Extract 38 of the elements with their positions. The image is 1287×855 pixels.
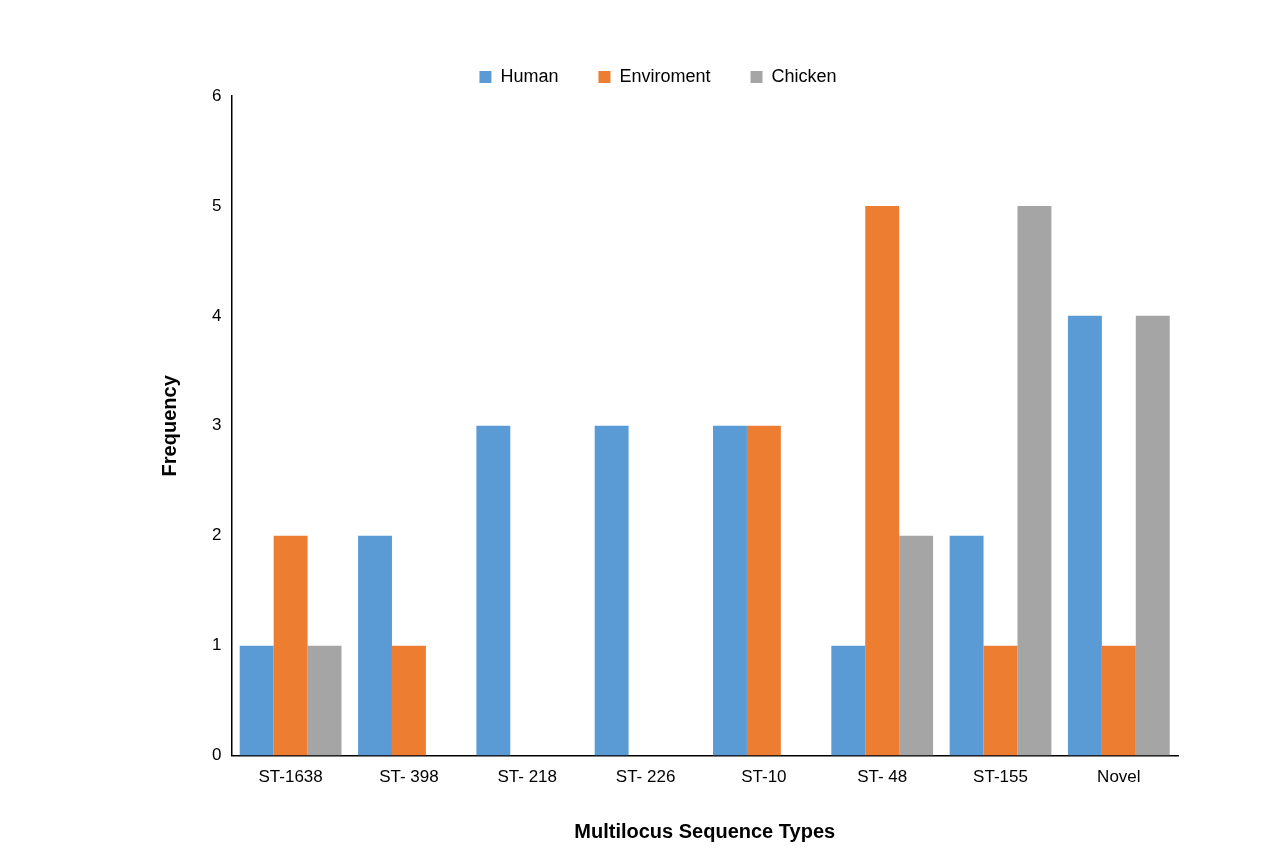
y-tick-label: 6 <box>211 85 222 105</box>
y-tick-label: 2 <box>211 525 222 545</box>
bar <box>1101 645 1136 756</box>
x-tick-label: ST- 226 <box>615 767 676 787</box>
bar <box>1135 315 1170 756</box>
bar <box>391 645 426 756</box>
x-axis-title: Multilocus Sequence Types <box>574 819 836 842</box>
bar <box>746 425 781 756</box>
x-tick-label: ST- 218 <box>497 767 558 787</box>
bar <box>713 425 747 756</box>
bar <box>307 645 342 756</box>
bar <box>831 645 866 756</box>
bar <box>476 425 511 756</box>
y-tick-label: 4 <box>211 305 222 325</box>
bar <box>949 535 984 756</box>
bar <box>273 535 308 756</box>
y-tick-label: 5 <box>211 195 222 215</box>
bar <box>1067 315 1102 756</box>
legend-label: Enviroment <box>619 65 711 86</box>
bar <box>594 425 629 756</box>
bar <box>358 535 392 756</box>
legend-label: Chicken <box>771 65 837 86</box>
y-tick-label: 3 <box>211 415 222 435</box>
y-tick-label: 0 <box>211 745 222 765</box>
bar <box>1017 205 1052 756</box>
bar <box>865 205 900 756</box>
x-tick-label: ST- 398 <box>379 767 439 787</box>
bar <box>899 535 934 756</box>
x-tick-label: Novel <box>1097 767 1141 787</box>
legend-label: Human <box>500 65 559 86</box>
x-tick-label: ST-155 <box>973 767 1028 787</box>
y-tick-label: 1 <box>211 635 222 655</box>
bar <box>239 645 274 756</box>
x-tick-label: ST-10 <box>741 767 787 787</box>
bar <box>983 645 1018 756</box>
y-axis-title: Frequency <box>157 374 180 477</box>
x-tick-label: ST- 48 <box>857 767 908 787</box>
x-tick-label: ST-1638 <box>258 767 323 787</box>
